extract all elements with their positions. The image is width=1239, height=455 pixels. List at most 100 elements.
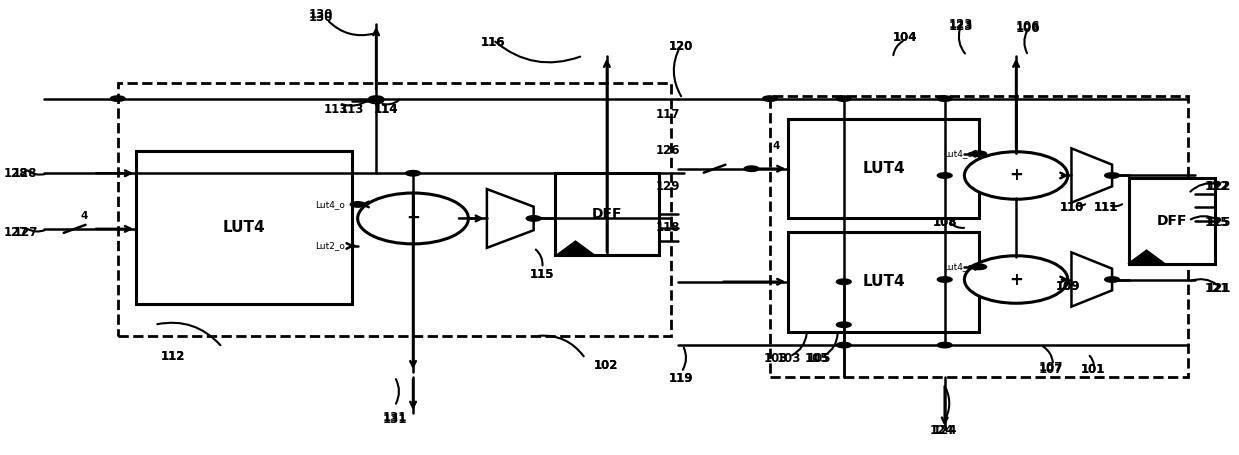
Text: 114: 114: [374, 103, 398, 116]
Text: 109: 109: [1056, 280, 1080, 293]
Text: 104: 104: [893, 31, 918, 44]
Text: 123: 123: [949, 20, 973, 33]
Text: 113: 113: [323, 103, 348, 116]
FancyBboxPatch shape: [118, 83, 672, 336]
Text: 128: 128: [14, 167, 37, 180]
Circle shape: [369, 96, 384, 101]
Text: 124: 124: [933, 425, 957, 438]
Text: 116: 116: [481, 35, 506, 49]
Text: 106: 106: [1016, 22, 1041, 35]
Polygon shape: [487, 189, 534, 248]
Text: 131: 131: [383, 411, 406, 424]
Text: 108: 108: [933, 217, 957, 229]
Text: 103: 103: [764, 352, 788, 365]
Text: 128: 128: [4, 167, 27, 180]
Circle shape: [836, 322, 851, 328]
Circle shape: [527, 216, 541, 221]
Text: 125: 125: [1204, 217, 1229, 229]
Text: Lut4_o: Lut4_o: [316, 200, 346, 209]
Text: 126: 126: [655, 144, 680, 157]
Text: 103: 103: [776, 352, 800, 365]
Text: 108: 108: [933, 217, 957, 229]
Text: LUT4: LUT4: [862, 161, 906, 176]
FancyBboxPatch shape: [788, 119, 979, 218]
Circle shape: [938, 342, 952, 348]
Text: 112: 112: [161, 350, 186, 363]
Polygon shape: [1072, 148, 1113, 202]
Text: 120: 120: [669, 40, 694, 53]
Text: 119: 119: [669, 373, 694, 385]
Circle shape: [351, 202, 366, 207]
Text: Lut2_o: Lut2_o: [316, 242, 346, 250]
Circle shape: [1105, 173, 1120, 178]
Text: 119: 119: [669, 373, 694, 385]
Text: 118: 118: [655, 221, 680, 234]
Circle shape: [971, 151, 986, 157]
Text: 124: 124: [930, 425, 954, 438]
Text: 107: 107: [1038, 364, 1063, 376]
Text: 115: 115: [530, 268, 555, 282]
Text: 127: 127: [14, 226, 37, 238]
Text: Lut4_o: Lut4_o: [943, 149, 973, 158]
Text: 123: 123: [949, 17, 973, 30]
Text: 102: 102: [593, 359, 618, 372]
Circle shape: [1105, 277, 1120, 282]
FancyBboxPatch shape: [136, 151, 352, 304]
Polygon shape: [558, 241, 593, 255]
Text: 110: 110: [1059, 201, 1084, 214]
Text: 112: 112: [161, 350, 186, 363]
Text: 105: 105: [807, 352, 831, 365]
Circle shape: [110, 96, 125, 101]
Text: 113: 113: [339, 103, 364, 116]
Text: 114: 114: [374, 103, 398, 116]
Text: 4: 4: [772, 141, 779, 151]
Text: 130: 130: [309, 9, 333, 21]
Text: DFF: DFF: [592, 207, 622, 221]
Text: 130: 130: [309, 11, 333, 24]
Text: 111: 111: [1094, 201, 1118, 214]
Circle shape: [836, 342, 851, 348]
Text: 101: 101: [1080, 364, 1105, 376]
Text: 106: 106: [1016, 20, 1041, 33]
Circle shape: [405, 171, 420, 176]
Text: 107: 107: [1038, 361, 1063, 374]
Polygon shape: [1072, 253, 1113, 307]
FancyBboxPatch shape: [555, 173, 659, 255]
Circle shape: [836, 96, 851, 101]
Text: 111: 111: [1094, 201, 1118, 214]
Circle shape: [762, 96, 777, 101]
Text: 120: 120: [669, 40, 694, 53]
Ellipse shape: [358, 193, 468, 244]
Circle shape: [938, 277, 952, 282]
FancyBboxPatch shape: [1129, 178, 1215, 264]
Ellipse shape: [964, 152, 1068, 199]
Text: 129: 129: [655, 180, 680, 193]
Text: +: +: [406, 209, 420, 228]
Text: +: +: [1009, 271, 1023, 288]
Text: 4: 4: [81, 211, 88, 221]
Circle shape: [836, 279, 851, 284]
Circle shape: [971, 264, 986, 269]
Circle shape: [745, 166, 758, 172]
Polygon shape: [1127, 250, 1165, 264]
Text: 125: 125: [1207, 217, 1232, 229]
Text: 127: 127: [4, 226, 27, 238]
Circle shape: [369, 98, 384, 104]
Text: 117: 117: [655, 108, 680, 121]
Text: 102: 102: [593, 359, 618, 372]
FancyBboxPatch shape: [769, 96, 1188, 377]
Text: 116: 116: [481, 35, 506, 49]
Text: 110: 110: [1059, 201, 1084, 214]
Text: Lut4_o: Lut4_o: [943, 263, 973, 271]
Text: 104: 104: [893, 31, 918, 44]
Text: 109: 109: [1056, 280, 1080, 293]
Text: 122: 122: [1207, 180, 1232, 193]
FancyBboxPatch shape: [788, 232, 979, 332]
Text: 115: 115: [530, 268, 555, 282]
Text: DFF: DFF: [1157, 214, 1188, 228]
Text: 105: 105: [804, 352, 829, 365]
Text: 121: 121: [1207, 282, 1232, 295]
Text: 101: 101: [1080, 364, 1105, 376]
Text: 131: 131: [383, 413, 406, 426]
Text: LUT4: LUT4: [862, 274, 906, 289]
